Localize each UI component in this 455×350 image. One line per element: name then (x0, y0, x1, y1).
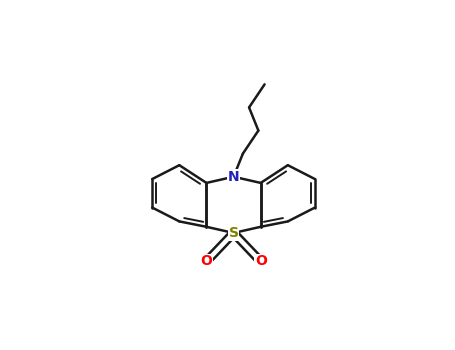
Text: O: O (255, 254, 267, 268)
Text: O: O (201, 254, 212, 268)
Text: S: S (228, 226, 238, 240)
Text: N: N (228, 170, 239, 184)
